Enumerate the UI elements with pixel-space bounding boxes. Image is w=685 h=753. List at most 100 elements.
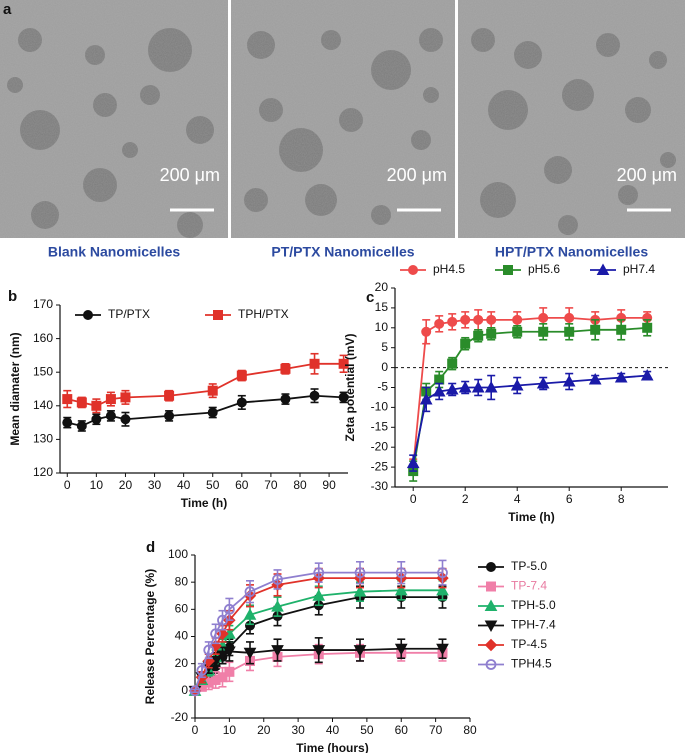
caption: Blank Nanomicelles — [48, 244, 180, 260]
y-tick-label: 60 — [175, 602, 189, 616]
scale-label: 200 μm — [387, 165, 447, 185]
marker — [447, 316, 458, 327]
marker — [189, 685, 201, 697]
x-tick-label: 10 — [223, 723, 237, 737]
y-tick-label: -20 — [371, 439, 389, 453]
x-axis-label: Time (hours) — [296, 741, 368, 753]
marker — [223, 646, 236, 658]
x-tick-label: 60 — [235, 478, 249, 492]
marker — [236, 397, 247, 408]
marker — [164, 390, 175, 401]
y-axis-label: Mean diamater (nm) — [8, 332, 22, 445]
error-bar — [246, 580, 254, 604]
marker — [436, 583, 449, 596]
marker — [196, 665, 208, 676]
marker — [536, 376, 550, 389]
error-bar — [273, 569, 282, 590]
marker — [538, 312, 549, 323]
y-tick-label: 150 — [33, 364, 53, 378]
y-tick-label: -25 — [371, 459, 389, 473]
marker — [280, 394, 291, 405]
marker — [394, 583, 408, 596]
error-bar — [397, 560, 406, 585]
marker — [243, 647, 257, 660]
marker — [354, 567, 366, 579]
scale-label: 200 μm — [160, 165, 220, 185]
marker — [394, 643, 408, 656]
marker — [395, 567, 407, 579]
x-tick-label: 0 — [410, 492, 417, 506]
error-bar — [356, 560, 364, 585]
legend-label: TPH4.5 — [511, 657, 552, 671]
marker — [105, 394, 116, 405]
marker — [91, 414, 102, 425]
y-tick-label: 0 — [181, 683, 188, 697]
marker — [458, 380, 472, 393]
marker — [120, 392, 131, 403]
legend-label: pH4.5 — [433, 262, 465, 276]
marker — [486, 328, 497, 339]
marker — [473, 314, 484, 325]
y-axis-label: Zeta potential (mV) — [343, 333, 357, 441]
marker — [512, 314, 523, 325]
x-tick-label: 0 — [192, 723, 199, 737]
marker — [447, 358, 458, 369]
legend-label: TP-4.5 — [511, 637, 547, 651]
y-tick-label: 130 — [33, 432, 53, 446]
legend-label: TP-5.0 — [511, 559, 547, 573]
marker — [445, 382, 459, 395]
marker — [460, 338, 471, 349]
x-axis-label: Time (h) — [508, 510, 554, 524]
y-tick-label: -15 — [371, 419, 389, 433]
marker — [272, 574, 283, 585]
marker — [640, 369, 654, 381]
marker — [244, 586, 256, 598]
marker — [217, 672, 228, 683]
marker — [486, 314, 497, 325]
marker — [207, 385, 218, 396]
y-axis-label: Release Percentage (%) — [143, 569, 157, 704]
legend-label: TP-7.4 — [511, 579, 547, 593]
y-tick-label: 100 — [168, 547, 188, 561]
y-tick-label: -20 — [171, 710, 189, 724]
marker — [164, 410, 175, 421]
y-tick-label: -30 — [371, 479, 389, 493]
marker — [223, 603, 235, 615]
legend-label: pH7.4 — [623, 262, 655, 276]
marker — [434, 318, 445, 329]
y-tick-label: -5 — [377, 380, 388, 394]
x-tick-label: 40 — [326, 723, 340, 737]
legend-marker — [484, 638, 498, 652]
x-tick-label: 4 — [514, 492, 521, 506]
x-tick-label: 8 — [618, 492, 625, 506]
marker — [471, 380, 485, 393]
y-tick-label: 15 — [375, 300, 389, 314]
marker — [437, 567, 448, 579]
marker — [309, 358, 320, 369]
marker — [562, 374, 576, 387]
grain — [458, 0, 685, 238]
legend-label: TPH-5.0 — [511, 598, 556, 612]
marker — [564, 326, 575, 337]
error-bar — [314, 562, 323, 583]
marker — [642, 322, 653, 333]
marker — [91, 400, 102, 411]
marker — [436, 643, 449, 656]
y-tick-label: 80 — [175, 574, 189, 588]
caption: HPT/PTX Nanomicelles — [495, 244, 648, 260]
panel-label: d — [146, 539, 155, 556]
marker — [62, 417, 73, 428]
legend-marker — [484, 620, 498, 633]
grain — [0, 0, 228, 238]
legend-marker — [408, 265, 418, 275]
y-tick-label: -10 — [371, 400, 389, 414]
marker — [538, 326, 549, 337]
legend-marker — [503, 265, 513, 275]
x-tick-label: 30 — [291, 723, 305, 737]
legend-marker — [486, 562, 496, 572]
marker — [203, 644, 215, 656]
marker — [280, 363, 291, 374]
panel-label: b — [8, 288, 17, 305]
